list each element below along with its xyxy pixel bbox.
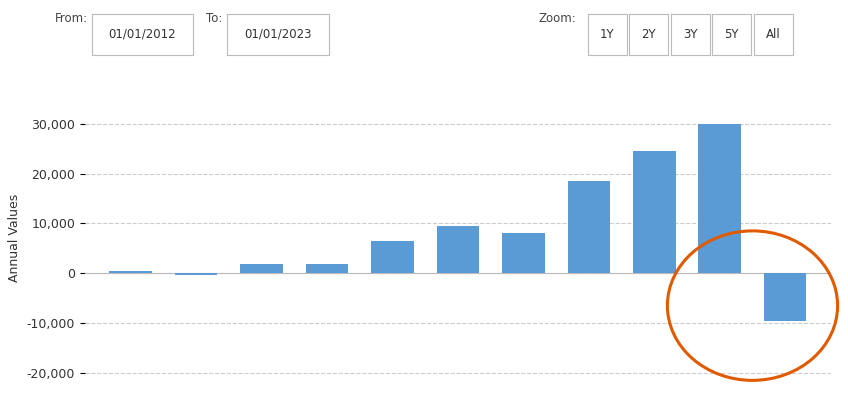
Y-axis label: Annual Values: Annual Values: [8, 194, 21, 282]
Text: 3Y: 3Y: [683, 28, 698, 41]
Text: 5Y: 5Y: [724, 28, 739, 41]
Text: All: All: [766, 28, 781, 41]
Bar: [371, 241, 414, 273]
Text: Zoom:: Zoom:: [538, 12, 577, 25]
Bar: [240, 263, 283, 273]
Bar: [567, 181, 610, 273]
Text: From:: From:: [55, 12, 88, 25]
Text: To:: To:: [206, 12, 222, 25]
Bar: [175, 273, 217, 275]
Text: 01/01/2023: 01/01/2023: [244, 28, 312, 41]
Bar: [699, 124, 741, 273]
Bar: [633, 151, 676, 273]
Bar: [764, 273, 806, 321]
Text: 1Y: 1Y: [600, 28, 615, 41]
Text: 01/01/2012: 01/01/2012: [109, 28, 176, 41]
Bar: [502, 234, 544, 273]
Bar: [437, 226, 479, 273]
Bar: [109, 271, 152, 273]
Text: 2Y: 2Y: [641, 28, 656, 41]
Bar: [306, 263, 349, 273]
